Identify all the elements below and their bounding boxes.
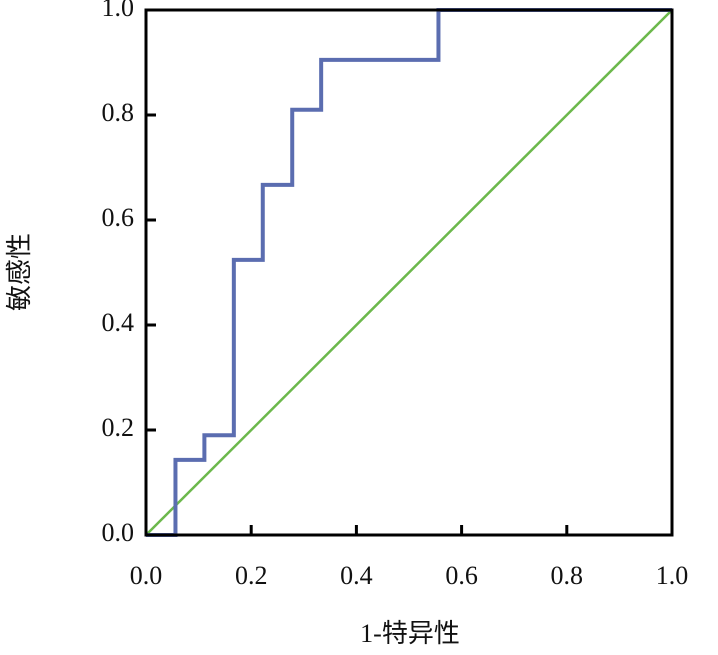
x-tick-label: 0.6 — [445, 561, 478, 590]
x-tick-label: 0.4 — [340, 561, 373, 590]
x-tick-label: 0.8 — [551, 561, 584, 590]
plot-frame — [144, 8, 674, 537]
line — [146, 8, 672, 537]
y-tick-label: 0.0 — [102, 518, 135, 547]
x-tick-label: 1.0 — [656, 561, 689, 590]
x-axis-label: 1-特异性 — [360, 619, 460, 648]
y-tick-label: 1.0 — [102, 0, 135, 22]
x-tick-label: 0.2 — [235, 561, 268, 590]
y-tick-label: 0.2 — [102, 413, 135, 442]
y-tick-label: 0.4 — [102, 308, 135, 337]
line — [145, 9, 673, 536]
x-tick-label: 0.0 — [130, 561, 163, 590]
y-tick-label: 0.6 — [102, 203, 135, 232]
y-axis-label: 敏感性 — [5, 233, 34, 311]
y-tick-label: 0.8 — [102, 98, 135, 127]
